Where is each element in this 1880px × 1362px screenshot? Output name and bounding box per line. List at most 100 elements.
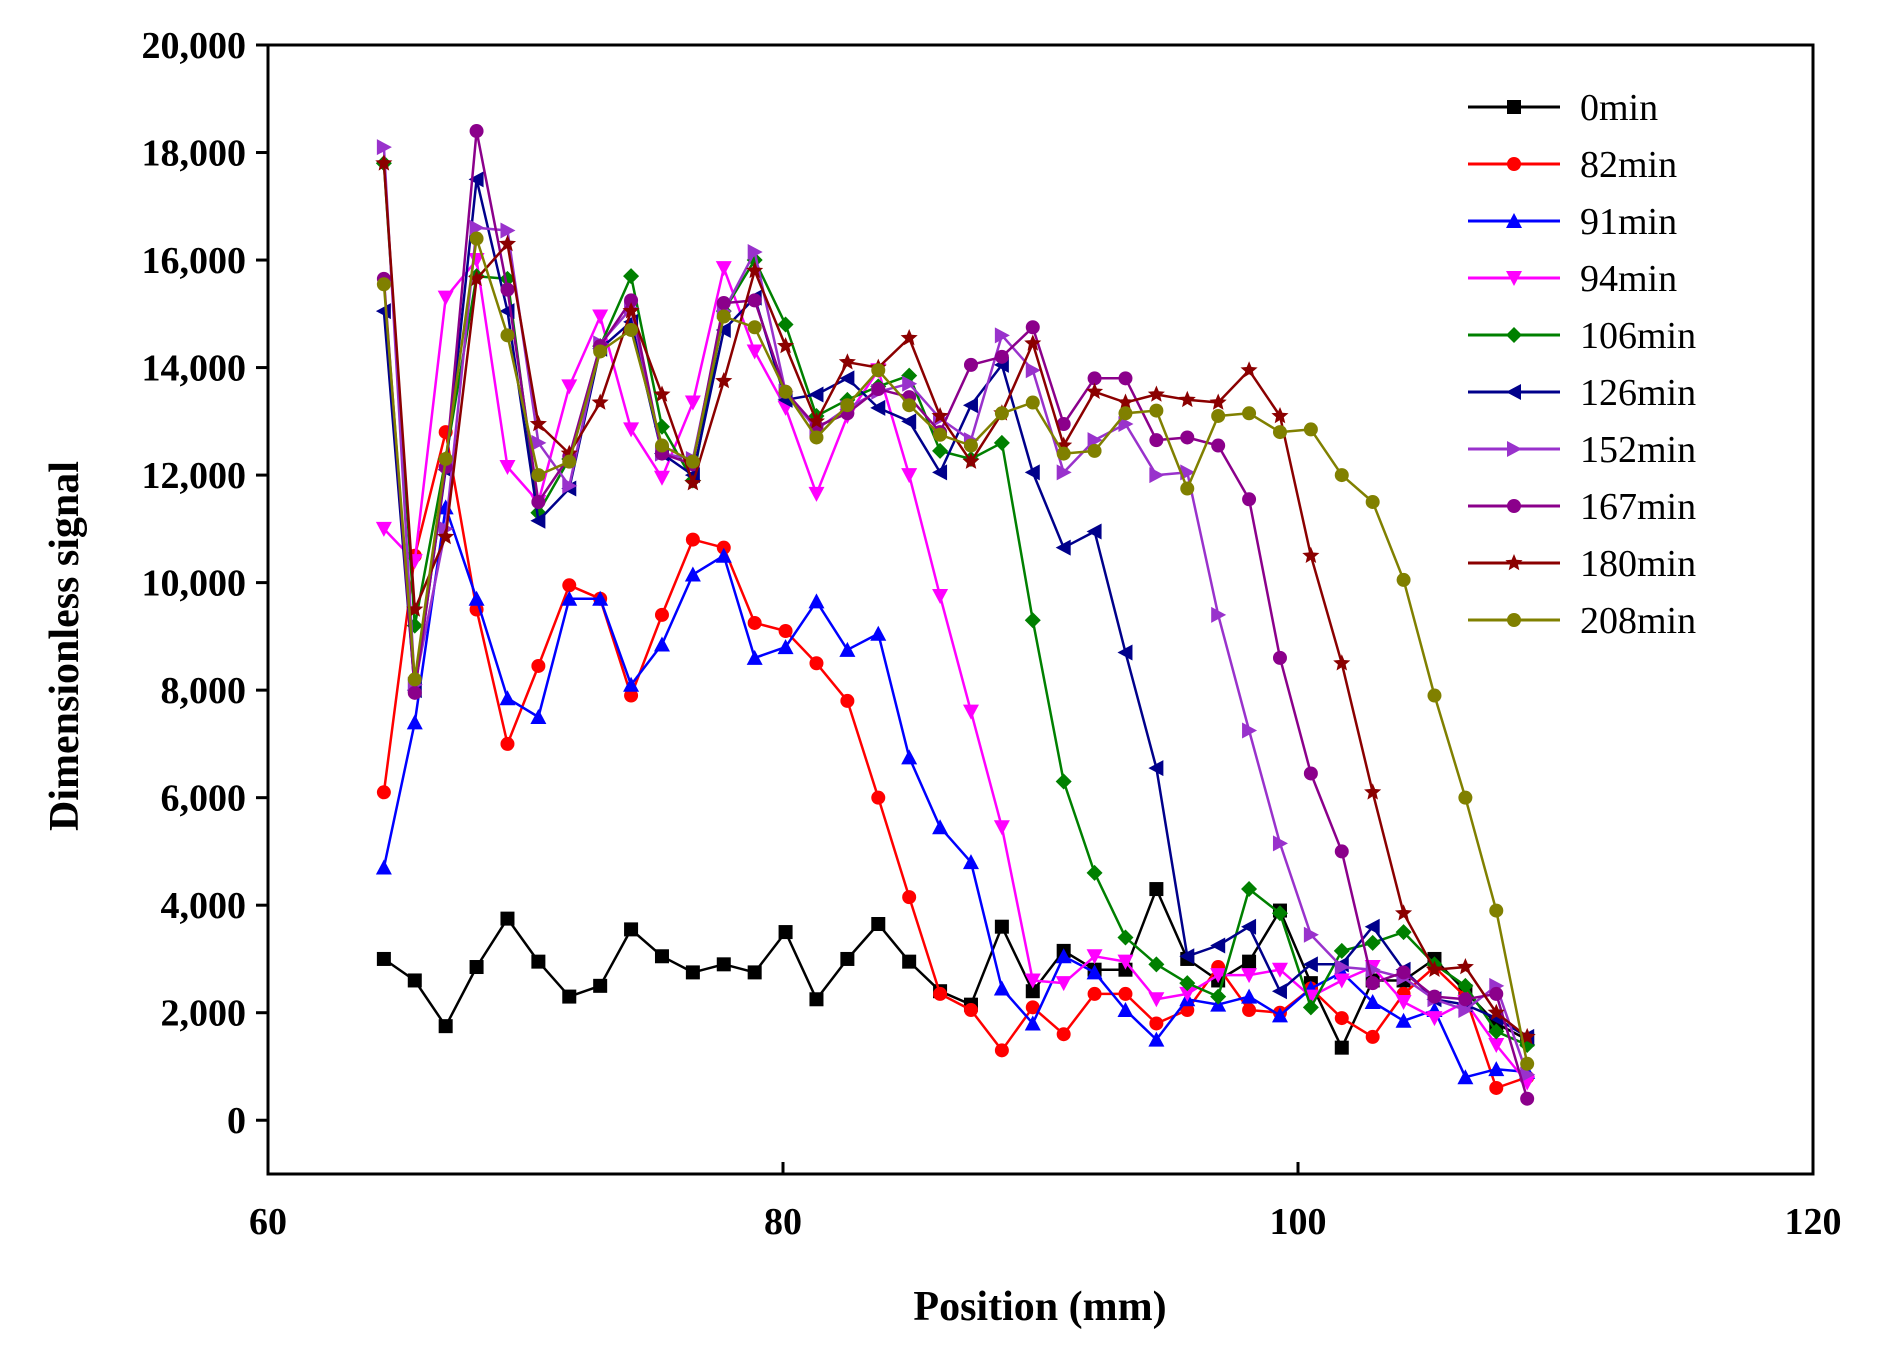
data-point xyxy=(622,302,640,319)
data-point xyxy=(1178,390,1196,408)
data-point xyxy=(1118,371,1133,386)
data-point xyxy=(1086,382,1104,399)
data-point xyxy=(437,290,454,306)
legend-label: 106min xyxy=(1580,315,1696,357)
data-point xyxy=(778,925,793,940)
legend-label: 180min xyxy=(1580,543,1696,585)
data-point xyxy=(1458,790,1473,805)
legend-item: 94min xyxy=(1468,258,1677,300)
data-point xyxy=(901,468,918,484)
data-point xyxy=(592,309,609,325)
data-point xyxy=(994,1043,1009,1058)
data-point xyxy=(778,384,793,399)
data-point xyxy=(1272,425,1287,440)
data-point xyxy=(1364,993,1381,1009)
data-point xyxy=(1271,962,1288,978)
data-point xyxy=(746,649,763,665)
data-point xyxy=(1087,443,1102,458)
data-point xyxy=(715,372,733,389)
data-point xyxy=(1149,433,1164,448)
data-point xyxy=(1118,416,1134,433)
data-point xyxy=(1364,934,1381,951)
data-point xyxy=(871,363,886,378)
legend-swatch-marker xyxy=(1506,384,1521,400)
legend-swatch-marker xyxy=(1507,499,1521,513)
data-point xyxy=(809,430,824,445)
data-point xyxy=(1458,1002,1474,1019)
data-point xyxy=(809,992,824,1007)
data-point xyxy=(840,398,855,413)
legend-swatch-marker xyxy=(1505,554,1523,571)
data-point xyxy=(1457,1069,1474,1085)
data-point xyxy=(1149,467,1165,484)
data-point xyxy=(838,353,856,370)
data-point xyxy=(1427,688,1442,703)
data-point xyxy=(808,593,825,609)
data-point xyxy=(653,636,670,652)
data-point xyxy=(1427,989,1442,1004)
data-point xyxy=(1024,973,1041,989)
data-point xyxy=(1149,882,1164,897)
data-point xyxy=(562,989,577,1004)
data-point xyxy=(1024,334,1042,351)
data-point xyxy=(1056,446,1071,461)
data-point xyxy=(932,464,948,481)
legend-label: 0min xyxy=(1580,87,1658,129)
data-point xyxy=(1055,948,1072,964)
data-point xyxy=(1086,864,1103,881)
data-point xyxy=(1086,964,1103,980)
data-point xyxy=(1334,1011,1349,1026)
data-point xyxy=(1302,999,1319,1016)
data-point xyxy=(1242,954,1257,969)
data-point xyxy=(1118,986,1133,1001)
x-tick-label: 60 xyxy=(249,1201,287,1243)
y-tick-label: 18,000 xyxy=(142,133,247,175)
data-point xyxy=(1025,320,1040,335)
data-point xyxy=(1365,976,1380,991)
data-point xyxy=(1087,986,1102,1001)
legend-swatch-marker xyxy=(1507,613,1521,627)
data-point xyxy=(1395,924,1412,941)
data-point xyxy=(1179,948,1195,965)
data-point xyxy=(715,321,731,338)
legend-item: 167min xyxy=(1468,486,1696,528)
data-point xyxy=(562,477,578,494)
data-point xyxy=(624,688,639,703)
data-point xyxy=(1116,393,1134,410)
data-point xyxy=(1242,492,1257,507)
data-point xyxy=(962,397,978,414)
data-point xyxy=(1520,1066,1536,1083)
data-point xyxy=(1241,881,1258,898)
data-point xyxy=(933,427,948,442)
data-point xyxy=(1520,1091,1535,1106)
data-point xyxy=(1025,395,1040,410)
data-point xyxy=(1365,494,1380,509)
data-point xyxy=(777,316,794,333)
data-point xyxy=(994,349,1009,364)
data-point xyxy=(1210,968,1227,984)
data-point xyxy=(962,452,980,469)
data-point xyxy=(963,1003,978,1018)
legend-label: 94min xyxy=(1580,258,1677,300)
legend: 0min 82min 91min 94min 106min 126min 152min 167… xyxy=(1468,87,1696,642)
ticks: 0 2,000 4,000 6,000 8,000 10,000 12,000 14,000 1… xyxy=(142,25,1842,1243)
data-point xyxy=(500,911,515,926)
data-point xyxy=(1117,644,1133,661)
data-point xyxy=(840,693,855,708)
data-point xyxy=(1303,926,1319,943)
legend-label: 208min xyxy=(1580,600,1696,642)
legend-item: 82min xyxy=(1468,144,1677,186)
data-point xyxy=(1272,835,1288,852)
data-point xyxy=(747,965,762,980)
data-point xyxy=(376,951,391,966)
data-point xyxy=(376,139,392,156)
data-point xyxy=(747,615,762,630)
data-point xyxy=(1334,844,1349,859)
data-point xyxy=(902,954,917,969)
data-point xyxy=(654,607,669,622)
data-point xyxy=(1272,650,1287,665)
data-point xyxy=(963,438,978,453)
data-point xyxy=(623,676,640,692)
data-point xyxy=(1396,572,1411,587)
data-point xyxy=(1489,986,1504,1001)
